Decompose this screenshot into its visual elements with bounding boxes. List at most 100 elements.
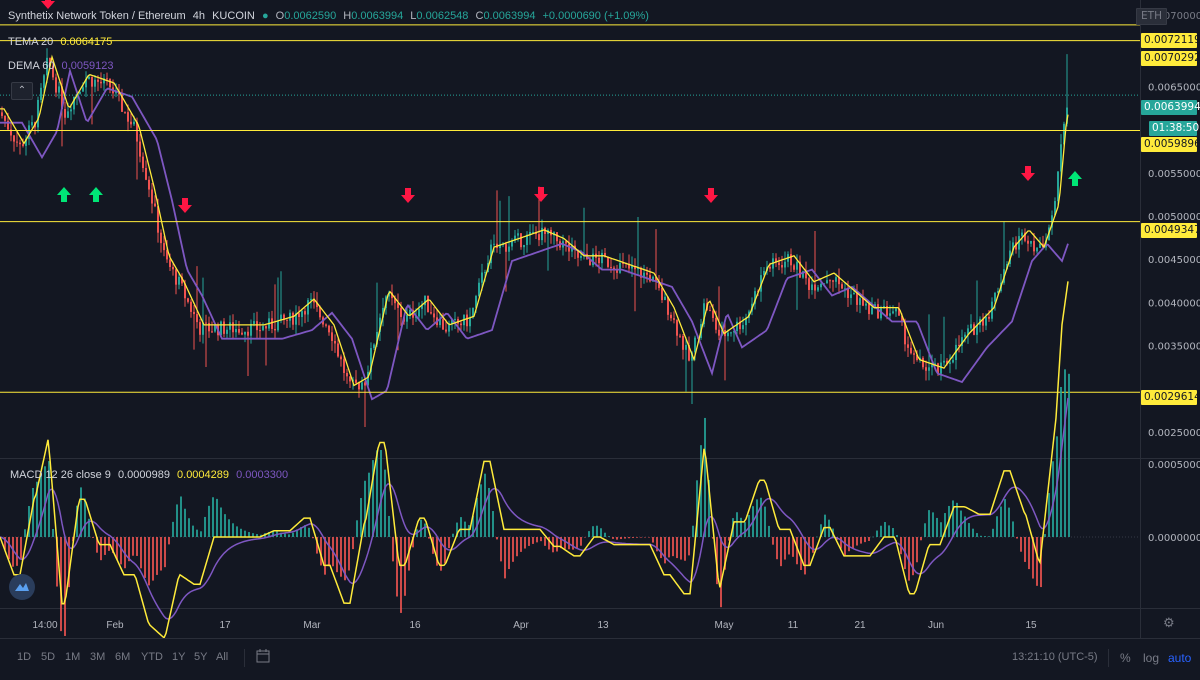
auto-scale-toggle[interactable]: auto [1168,651,1192,665]
gear-icon[interactable]: ⚙ [1163,615,1175,630]
symbol-badge[interactable]: ETH [1136,8,1167,25]
timeframe-5d[interactable]: 5D [41,651,56,663]
macd-histogram-bar [216,498,218,537]
candle-body [709,310,711,312]
macd-histogram-bar [492,511,494,537]
timeframe-1m[interactable]: 1M [65,651,81,663]
buy-arrow-icon [57,187,71,202]
tradingview-logo-icon[interactable] [9,574,35,600]
dema-line [0,67,1069,401]
candle-body [427,295,429,313]
ohlc-close: 0.0063994 [483,10,536,22]
collapse-legend-button[interactable]: ⌃ [11,82,33,100]
clock-timezone[interactable]: 13:21:10 (UTC-5) [1012,651,1098,663]
macd-histogram-bar [172,521,174,537]
candle-body [538,234,540,241]
candle-body [109,78,111,88]
macd-histogram-bar [1012,521,1014,537]
candle-body [928,367,930,371]
timeframe-all[interactable]: All [216,651,229,663]
candle-body [166,250,168,260]
macd-histogram-bar [176,504,178,537]
candle-body [103,78,105,84]
candle-body [16,141,18,143]
candle-body [397,303,399,308]
percent-scale-toggle[interactable]: % [1120,651,1131,665]
candle-body [211,331,213,333]
macd-histogram-bar [16,537,18,566]
macd-histogram-bar [40,473,42,537]
candle-body [652,276,654,282]
candle-body [910,347,912,354]
macd-histogram-bar [812,537,814,553]
timeframe-3m[interactable]: 3M [90,651,106,663]
macd-histogram-bar [936,517,938,537]
macd-histogram-bar [324,537,326,575]
ohlc-close-label: C [475,10,484,22]
timeframe-6m[interactable]: 6M [115,651,131,663]
macd-histogram-bar [1060,386,1062,537]
candle-body [232,322,234,333]
macd-histogram-bar [744,522,746,537]
macd-histogram-bar [412,537,414,548]
candle-body [448,323,450,332]
candle-body [124,111,126,113]
candle-body [13,135,15,142]
symbol-title[interactable]: Synthetix Network Token / Ethereum [8,10,186,22]
macd-legend[interactable]: MACD 12 26 close 9 0.0000989 0.0004289 0… [10,469,292,481]
candle-body [85,78,87,88]
timeframe-1d[interactable]: 1D [17,651,32,663]
candle-body [187,298,189,302]
candle-body [100,81,102,84]
candle-body [238,328,240,333]
macd-histogram-bar [196,529,198,537]
macd-histogram-bar [600,528,602,537]
macd-histogram-bar [496,537,498,540]
candle-body [868,303,870,315]
tema-legend[interactable]: TEMA 20 0.0064175 [8,36,116,48]
candle-body [655,276,657,282]
macd-histogram-bar [136,537,138,556]
candle-body [628,263,630,269]
macd-histogram-bar [284,533,286,537]
candle-body [412,309,414,318]
candle-body [853,293,855,295]
log-scale-toggle[interactable]: log [1143,651,1160,665]
macd-histogram-bar [556,537,558,552]
macd-histogram-bar [232,523,234,537]
candle-body [871,307,873,315]
macd-histogram-bar [32,487,34,537]
candle-body [337,343,339,357]
bottom-toolbar: 1D 5D 1M 3M 6M YTD 1Y 5Y All 13:21:10 (U… [0,638,1200,680]
timeframe-ytd[interactable]: YTD [141,651,163,663]
macd-histogram-bar [864,537,866,543]
candle-body [484,272,486,274]
candle-body [994,292,996,302]
macd-line [0,281,1069,640]
timeframe-1y[interactable]: 1Y [172,651,186,663]
candle-body [250,323,252,336]
candle-body [952,359,954,363]
candle-body [406,314,408,322]
price-tick-label: 0.0025000 [1148,428,1200,439]
timeframe-5y[interactable]: 5Y [194,651,208,663]
calendar-range-icon[interactable] [256,649,270,668]
candle-body [61,86,63,110]
ohlc-low-label: L [410,10,417,22]
candle-body [589,258,591,266]
exchange-label: KUCOIN [212,10,255,22]
macd-histogram-bar [208,505,210,537]
macd-value: 0.0004289 [177,469,230,481]
candle-body [529,231,531,235]
interval-label: 4h [192,10,206,22]
macd-histogram-bar [56,537,58,587]
candle-body [253,321,255,324]
dema-legend[interactable]: DEMA 60 0.0059123 [8,60,118,72]
macd-histogram-bar [92,537,94,538]
candle-body [316,302,318,308]
candle-body [997,291,999,293]
macd-histogram-bar [548,537,550,550]
candle-body [916,354,918,361]
